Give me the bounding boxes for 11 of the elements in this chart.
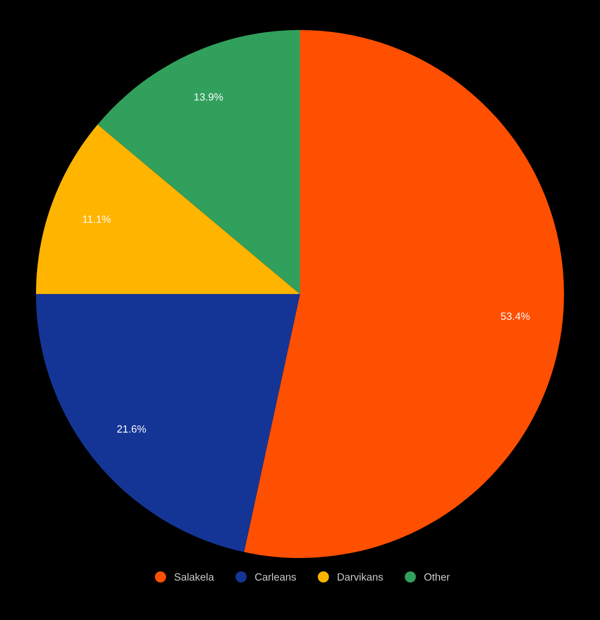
legend-label: Salakela bbox=[174, 573, 214, 581]
legend-label: Darvikans bbox=[338, 573, 383, 581]
data-label: 11.1% bbox=[82, 215, 111, 223]
data-label: 13.9% bbox=[194, 93, 223, 101]
pie-slice bbox=[36, 124, 300, 294]
data-label: 21.6% bbox=[117, 425, 146, 433]
pie-slice bbox=[244, 30, 564, 558]
legend-label: Carleans bbox=[255, 573, 296, 581]
legend-label: Other bbox=[424, 573, 450, 581]
pie-slice bbox=[36, 294, 300, 552]
data-label: 53.4% bbox=[500, 312, 530, 320]
